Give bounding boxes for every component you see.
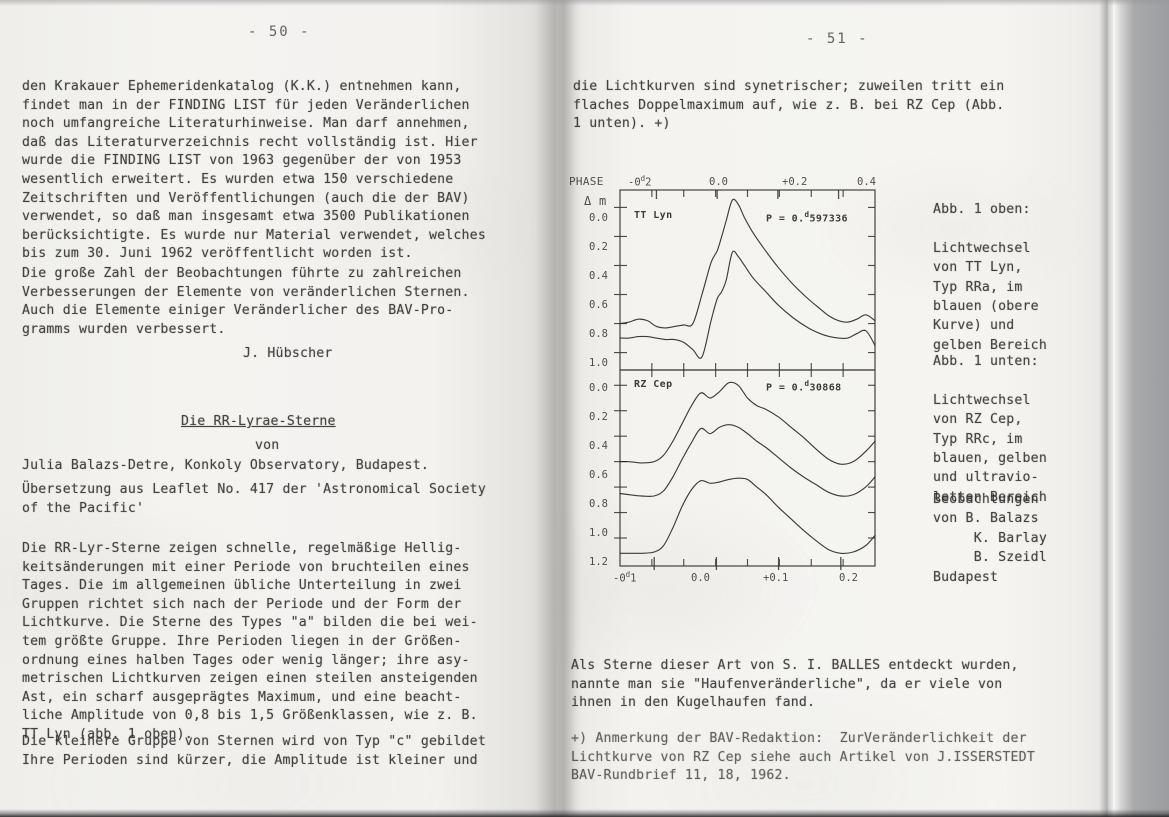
- caption-abb1-unten-text: Abb. 1 unten: Lichtwechsel von RZ Cep, T…: [933, 354, 1047, 505]
- rz-cep-ytick-6: 1.2: [589, 556, 608, 568]
- observers-block: Beobachtungen von B. Balazs K. Barlay B.…: [933, 490, 1113, 587]
- left-paragraph-1-text: den Krakauer Ephemeridenkatalog (K.K.) e…: [22, 79, 486, 262]
- right-paragraph-1: die Lichtkurven sind synetrischer; zuwei…: [573, 78, 1093, 134]
- rz-cep-ytick-3: 0.6: [589, 469, 608, 481]
- footnote-text: +) Anmerkung der BAV-Redaktion: ZurVerän…: [571, 731, 1035, 784]
- rz-cep-ytick-1: 0.2: [589, 411, 608, 423]
- figure-abb-1: PHASE -0d2 0.0 +0.2 0.4 Δ m 0.0 0.2 0.4 …: [567, 168, 887, 586]
- right-page-number: - 51 -: [806, 31, 869, 47]
- bottom-edge-shadow: [0, 809, 1169, 817]
- delta-m-axis-label: Δ m: [584, 194, 607, 208]
- tt-lyn-period-label: P = 0.d597336: [766, 210, 848, 225]
- translation-note-text: Übersetzung aus Leaflet No. 417 der 'Ast…: [22, 482, 486, 516]
- right-paragraph-1-text: die Lichtkurven sind synetrischer; zuwei…: [573, 79, 1005, 132]
- bottom-xtick-label-1: 0.0: [691, 572, 710, 584]
- right-paragraph-2-text: Als Sterne dieser Art von S. I. BALLES e…: [571, 658, 1019, 711]
- tt-lyn-ytick-0: 0.0: [589, 212, 608, 224]
- rz-cep-ytick-4: 0.8: [589, 498, 608, 510]
- top-xtick-label-0: -0d2: [628, 174, 652, 189]
- tt-lyn-ytick-3: 0.6: [589, 299, 608, 311]
- left-paragraph-4-text: Die kleinere Gruppe von Sternen wird von…: [22, 734, 486, 768]
- left-paragraph-3-text: Die RR-Lyr-Sterne zeigen schnelle, regel…: [22, 541, 478, 742]
- tt-lyn-ytick-5: 1.0: [589, 357, 608, 369]
- article-title: Die RR-Lyrae-Sterne: [181, 414, 336, 429]
- left-signature: J. Hübscher: [243, 346, 333, 361]
- tt-lyn-ytick-1: 0.2: [589, 241, 608, 253]
- rz-cep-ytick-5: 1.0: [589, 527, 608, 539]
- phase-axis-label: PHASE: [569, 175, 604, 188]
- rz-cep-curve-label: RZ Cep: [634, 379, 673, 390]
- bottom-xtick-label-3: 0.2: [839, 572, 858, 584]
- left-paragraph-2-text: Die große Zahl der Beobachtungen führte …: [22, 266, 470, 337]
- top-xtick-label-3: 0.4: [857, 176, 876, 188]
- byline-von: von: [255, 438, 280, 453]
- article-author: Julia Balazs-Detre, Konkoly Observatory,…: [22, 458, 429, 473]
- right-paragraph-2: Als Sterne dieser Art von S. I. BALLES e…: [571, 657, 1111, 713]
- caption-abb1-unten: Abb. 1 unten: Lichtwechsel von RZ Cep, T…: [933, 352, 1103, 507]
- rz-cep-ytick-0: 0.0: [589, 382, 608, 394]
- translation-note: Übersetzung aus Leaflet No. 417 der 'Ast…: [22, 481, 554, 518]
- caption-abb1-oben-text: Abb. 1 oben: Lichtwechsel von TT Lyn, Ty…: [933, 202, 1047, 353]
- top-edge-shadow: [0, 0, 1169, 6]
- page-edge-shadow: [1099, 0, 1113, 817]
- left-paragraph-2: Die große Zahl der Beobachtungen führte …: [22, 265, 552, 339]
- observers-text: Beobachtungen von B. Balazs K. Barlay B.…: [933, 492, 1047, 585]
- rz-cep-ytick-2: 0.4: [589, 440, 608, 452]
- bottom-xtick-label-2: +0.1: [763, 572, 789, 584]
- bottom-xtick-label-0: -0d1: [613, 570, 637, 585]
- left-paragraph-4: Die kleinere Gruppe von Sternen wird von…: [22, 733, 554, 770]
- tt-lyn-curve-label: TT Lyn: [634, 210, 673, 221]
- footnote-block: +) Anmerkung der BAV-Redaktion: ZurVerän…: [571, 730, 1116, 786]
- left-page-number: - 50 -: [248, 24, 311, 40]
- left-paragraph-1: den Krakauer Ephemeridenkatalog (K.K.) e…: [22, 78, 552, 264]
- rz-cep-period-label: P = 0.d30868: [766, 379, 842, 394]
- caption-abb1-oben: Abb. 1 oben: Lichtwechsel von TT Lyn, Ty…: [933, 200, 1103, 355]
- top-xtick-label-1: 0.0: [709, 176, 728, 188]
- scanner-background: [1108, 0, 1169, 817]
- tt-lyn-ytick-4: 0.8: [589, 328, 608, 340]
- left-paragraph-3: Die RR-Lyr-Sterne zeigen schnelle, regel…: [22, 540, 554, 745]
- tt-lyn-ytick-2: 0.4: [589, 270, 608, 282]
- top-xtick-label-2: +0.2: [782, 176, 808, 188]
- light-curve-plots: [614, 189, 876, 570]
